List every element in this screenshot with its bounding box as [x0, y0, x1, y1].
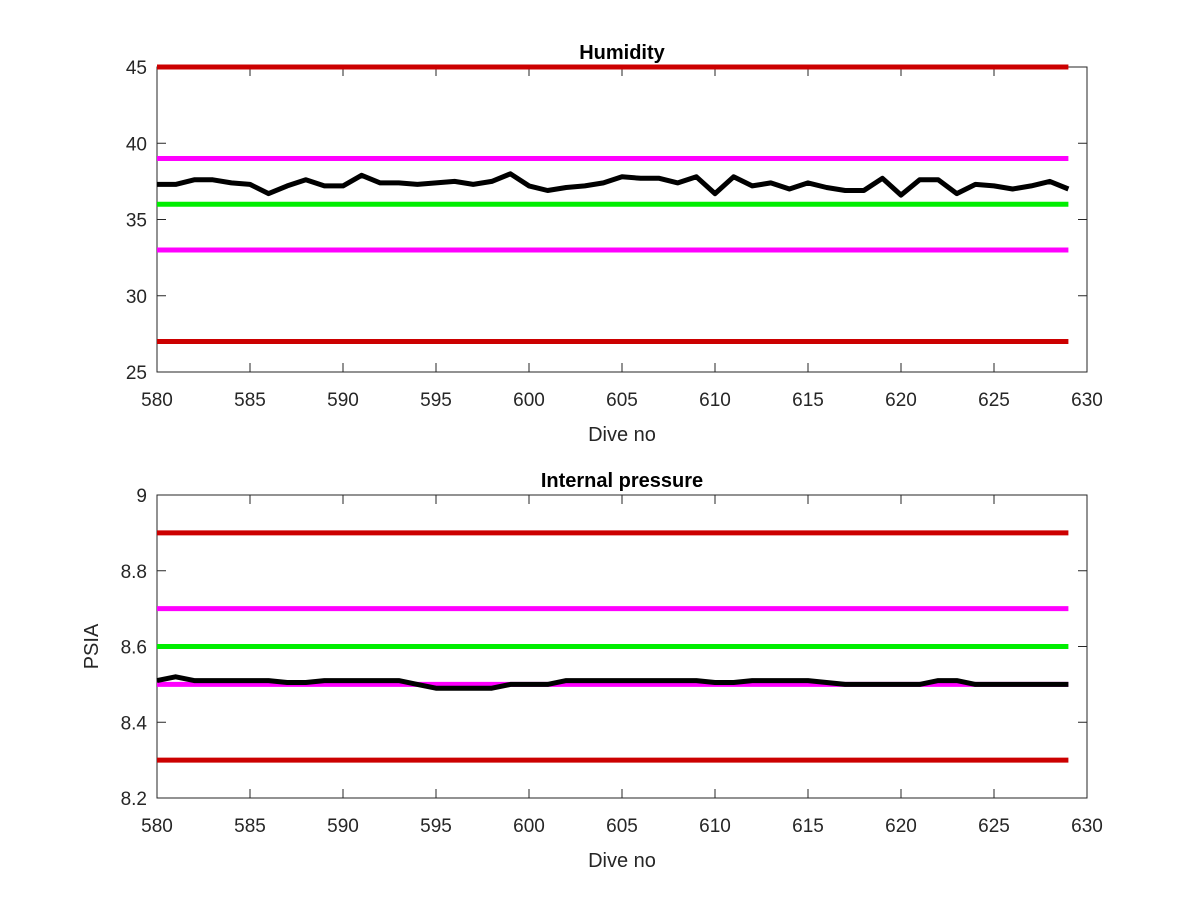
chart-title: Humidity [579, 42, 665, 64]
x-axis-label: Dive no [588, 424, 656, 446]
x-tick-label: 610 [699, 390, 731, 411]
x-tick-label: 590 [327, 816, 359, 837]
y-tick-label: 25 [126, 363, 147, 384]
y-tick-label: 8.2 [121, 789, 147, 810]
x-tick-label: 615 [792, 390, 824, 411]
x-tick-label: 580 [141, 390, 173, 411]
y-tick-label: 9 [136, 486, 147, 507]
y-tick-label: 30 [126, 287, 147, 308]
series-line [157, 171, 1070, 198]
x-tick-label: 625 [978, 816, 1010, 837]
x-tick-label: 620 [885, 390, 917, 411]
chart-title: Internal pressure [541, 470, 703, 492]
y-tick-label: 8.4 [121, 713, 148, 734]
x-tick-label: 595 [420, 816, 452, 837]
x-tick-label: 625 [978, 390, 1010, 411]
series-line [156, 674, 1069, 691]
y-tick-label: 35 [126, 211, 147, 232]
internal-pressure-chart: 580 585 590 595 600 605 610 615 620 625 630 8.2 8.4 8… [81, 470, 1103, 872]
y-tick-label: 45 [126, 58, 147, 79]
x-tick-label: 585 [234, 390, 266, 411]
x-tick-label: 585 [234, 816, 266, 837]
x-tick-label: 605 [606, 816, 638, 837]
y-tick-label: 40 [126, 134, 147, 155]
x-axis-label: Dive no [588, 850, 656, 872]
x-tick-label: 600 [513, 390, 545, 411]
x-tick-label: 590 [327, 390, 359, 411]
x-tick-label: 600 [513, 816, 545, 837]
x-tick-label: 615 [792, 816, 824, 837]
x-tick-label: 610 [699, 816, 731, 837]
humidity-chart: 580 585 590 595 600 605 610 615 620 625 630 25 30 35 4… [126, 42, 1103, 446]
y-axis-label: PSIA [81, 623, 103, 669]
x-tick-label: 620 [885, 816, 917, 837]
x-tick-label: 580 [141, 816, 173, 837]
x-tick-label: 605 [606, 390, 638, 411]
x-tick-label: 630 [1071, 390, 1103, 411]
y-tick-label: 8.6 [121, 638, 147, 659]
x-tick-label: 630 [1071, 816, 1103, 837]
plot-area [156, 66, 1088, 373]
y-tick-label: 8.8 [121, 562, 147, 583]
x-tick-label: 595 [420, 390, 452, 411]
